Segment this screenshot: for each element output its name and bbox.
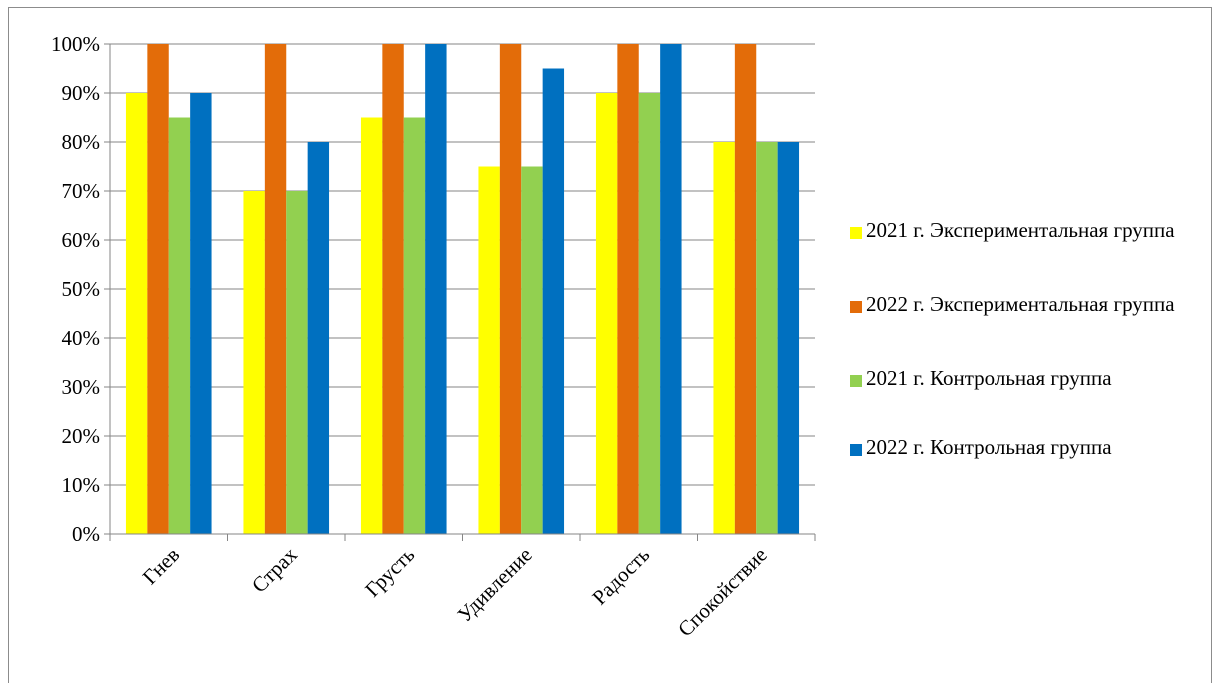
bar bbox=[638, 93, 661, 534]
legend-swatch bbox=[850, 375, 862, 387]
bar bbox=[286, 191, 308, 534]
y-tick-label: 40% bbox=[62, 326, 101, 350]
bar bbox=[521, 166, 543, 534]
legend-swatch bbox=[850, 444, 862, 456]
y-tick-label: 80% bbox=[62, 130, 101, 154]
bar bbox=[360, 117, 383, 534]
legend-label: 2022 г. Экспериментальная группа bbox=[866, 292, 1175, 316]
y-tick-label: 30% bbox=[62, 375, 101, 399]
x-category-label: Радость bbox=[587, 543, 654, 610]
bar bbox=[190, 93, 212, 534]
bar bbox=[478, 166, 500, 534]
bar bbox=[499, 44, 522, 534]
bar bbox=[713, 142, 735, 534]
y-tick-label: 100% bbox=[51, 32, 100, 56]
legend-swatch bbox=[850, 227, 862, 239]
legend-label: 2021 г. Контрольная группа bbox=[866, 366, 1112, 390]
bar bbox=[660, 44, 682, 534]
legend-item: 2021 г. Контрольная группа bbox=[850, 366, 1196, 395]
y-tick-label: 0% bbox=[72, 522, 100, 546]
bar bbox=[243, 191, 265, 534]
y-tick-label: 20% bbox=[62, 424, 101, 448]
bar bbox=[307, 142, 330, 534]
bar bbox=[425, 44, 447, 534]
bar bbox=[125, 93, 148, 534]
legend-item: 2021 г. Экспериментальная группа bbox=[850, 218, 1196, 247]
y-tick-label: 70% bbox=[62, 179, 101, 203]
bar bbox=[542, 68, 565, 534]
bar bbox=[777, 142, 800, 534]
bar bbox=[264, 44, 287, 534]
bar bbox=[756, 142, 778, 534]
x-category-label: Гнев bbox=[138, 543, 185, 590]
bar bbox=[595, 93, 618, 534]
legend-item: 2022 г. Экспериментальная группа bbox=[850, 292, 1196, 321]
y-tick-label: 50% bbox=[62, 277, 101, 301]
bar bbox=[403, 117, 426, 534]
legend-item: 2022 г. Контрольная группа bbox=[850, 435, 1196, 464]
bar bbox=[617, 44, 639, 534]
bar bbox=[147, 44, 169, 534]
legend-label: 2021 г. Экспериментальная группа bbox=[866, 218, 1175, 242]
legend-label: 2022 г. Контрольная группа bbox=[866, 435, 1112, 459]
bar bbox=[168, 117, 191, 534]
x-category-label: Грусть bbox=[360, 543, 419, 602]
x-category-label: Страх bbox=[247, 542, 302, 597]
bar bbox=[734, 44, 757, 534]
y-tick-label: 90% bbox=[62, 81, 101, 105]
legend-swatch bbox=[850, 301, 862, 313]
y-tick-label: 60% bbox=[62, 228, 101, 252]
bar bbox=[382, 44, 404, 534]
y-tick-label: 10% bbox=[62, 473, 101, 497]
x-category-label: Удивление bbox=[453, 543, 537, 627]
x-category-label: Спокойствие bbox=[673, 543, 772, 642]
